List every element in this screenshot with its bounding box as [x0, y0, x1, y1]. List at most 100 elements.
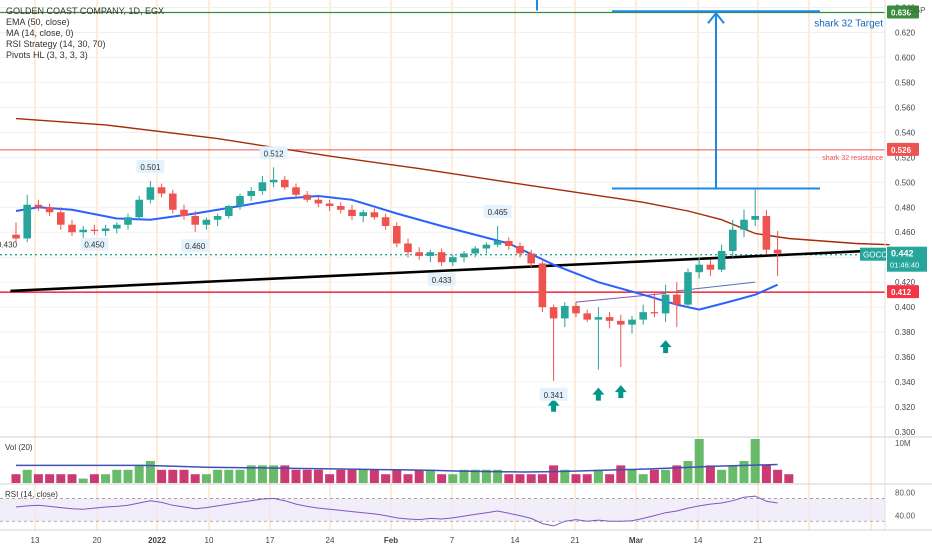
candle-body — [157, 187, 166, 194]
candle-body — [135, 199, 143, 218]
price-axis-tick: 0.480 — [895, 203, 916, 212]
volume-bar — [683, 461, 693, 483]
support-price-tag: 0.412 — [891, 288, 912, 297]
volume-bar — [515, 474, 525, 483]
legend-pivots[interactable]: Pivots HL (3, 3, 3, 3) — [6, 50, 88, 60]
candle-body — [594, 317, 603, 320]
candle-body — [258, 182, 267, 192]
time-axis-tick: Feb — [384, 536, 398, 545]
candle-body — [101, 228, 110, 231]
rsi-pane: RSI (14, close) 80.00 40.00 — [0, 483, 932, 527]
volume-bar — [56, 474, 66, 483]
price-axis-tick: 0.380 — [895, 328, 916, 337]
buy-signal-arrow — [592, 387, 605, 401]
volume-bar — [549, 465, 559, 483]
candle-body — [471, 248, 479, 254]
candle-body — [113, 224, 121, 229]
candle-body — [393, 225, 401, 244]
rsi-title: RSI (14, close) — [5, 490, 58, 499]
volume-bar — [661, 469, 671, 483]
pivot-label-bg — [539, 387, 568, 401]
candle-body — [762, 216, 771, 250]
volume-bar — [459, 469, 469, 483]
volume-bar — [425, 469, 435, 483]
volume-bar — [593, 469, 603, 483]
legend-ma[interactable]: MA (14, close, 0) — [6, 28, 74, 38]
time-axis-tick: 17 — [266, 536, 275, 545]
candle-body — [57, 212, 65, 225]
candle-body — [605, 317, 614, 321]
candle-body — [549, 307, 558, 319]
volume-bar — [190, 474, 200, 483]
candle-body — [717, 250, 726, 270]
volume-bar — [157, 469, 167, 483]
volume-bar — [750, 439, 760, 483]
currency-label: EGP — [909, 6, 926, 15]
volume-bar — [358, 469, 368, 483]
time-axis-tick: 2022 — [148, 536, 166, 545]
volume-bar — [213, 469, 223, 483]
candle-body — [729, 229, 737, 251]
volume-bar — [123, 469, 133, 483]
legend-ema[interactable]: EMA (50, close) — [6, 17, 70, 27]
rsi-line — [15, 495, 778, 527]
last-price-tag: 0.442 — [891, 249, 914, 259]
volume-bar — [717, 469, 727, 483]
candle-body — [23, 204, 31, 239]
time-axis-tick: 21 — [571, 536, 580, 545]
candle-body — [68, 224, 76, 233]
candle-body — [628, 319, 636, 325]
volume-bar — [403, 474, 413, 483]
volume-bar — [134, 465, 144, 483]
candle-body — [247, 191, 255, 197]
pivot-label: 0.433 — [432, 276, 453, 285]
time-axis-tick: 20 — [93, 536, 102, 545]
candle-body — [572, 305, 580, 314]
candle-body — [225, 206, 233, 216]
volume-bar — [280, 465, 290, 483]
pivot-label: 0.465 — [488, 208, 509, 217]
price-levels: shark 32 Target shark 32 resistance — [0, 11, 885, 293]
volume-bar — [291, 469, 301, 483]
symbol-tag-bg — [860, 247, 886, 261]
volume-bar — [481, 469, 491, 483]
volume-bar — [773, 469, 783, 483]
resistance-price-tag: 0.526 — [891, 146, 912, 155]
candle-body — [706, 264, 715, 270]
price-axis-tick: 0.420 — [895, 278, 916, 287]
price-axis[interactable]: 0.3000.3200.3400.3600.3800.4000.4200.440… — [860, 0, 927, 530]
candle-body — [146, 187, 155, 200]
volume-bar — [67, 474, 77, 483]
volume-bar — [784, 474, 794, 483]
resistance-label: shark 32 resistance — [822, 155, 883, 162]
pivot-label-bg — [80, 237, 109, 251]
pivot-label-edge: 0.430 — [0, 241, 18, 250]
volume-bar — [392, 469, 402, 483]
time-axis[interactable]: 13 20 2022 10 17 24 Feb 7 14 21 Mar 14 21 — [0, 529, 932, 545]
volume-bar — [269, 465, 279, 483]
volume-bar — [45, 474, 55, 483]
volume-bar — [381, 474, 391, 483]
candle-body — [292, 187, 300, 195]
legend-rsi-strategy[interactable]: RSI Strategy (14, 30, 70) — [6, 39, 106, 49]
volume-bar — [11, 474, 21, 483]
pivot-label: 0.460 — [185, 242, 206, 251]
time-axis-tick: 13 — [31, 536, 40, 545]
candle-body — [281, 179, 289, 188]
volume-bar — [325, 474, 335, 483]
candle-body — [359, 212, 367, 216]
volume-bar — [571, 474, 581, 483]
volume-bar — [694, 439, 704, 483]
candle-body — [561, 305, 569, 319]
volume-bar — [313, 469, 323, 483]
volume-bar — [336, 469, 346, 483]
candle-body — [404, 243, 412, 253]
candle-body — [269, 179, 278, 183]
countdown-timer: 01:46:40 — [890, 261, 919, 270]
pivot-label-bg — [136, 160, 165, 174]
buy-signal-arrow — [659, 340, 672, 354]
pivot-label-bg — [181, 239, 210, 253]
volume-bar — [437, 474, 447, 483]
